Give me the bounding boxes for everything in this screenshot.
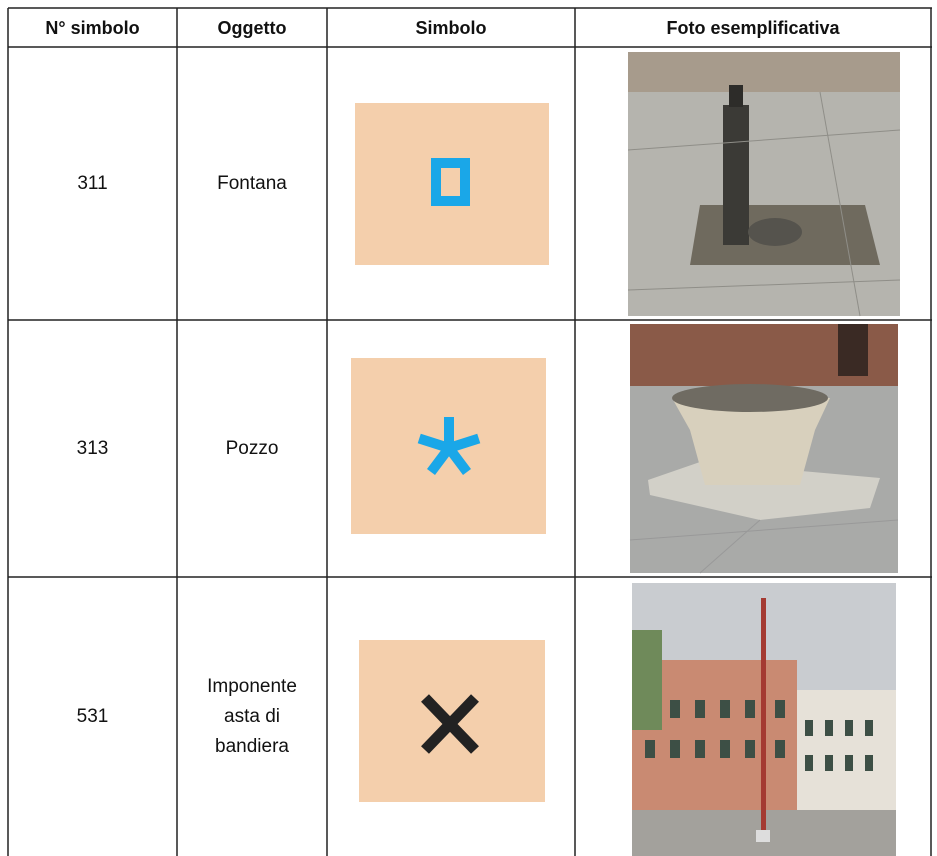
symbol-asta xyxy=(359,640,545,802)
photo-fontana xyxy=(627,52,901,317)
table-borders xyxy=(7,7,932,856)
header-cell: Oggetto xyxy=(217,17,287,38)
symbol-number: 311 xyxy=(77,172,108,194)
symbol-number: 313 xyxy=(76,437,109,459)
photo-pozzo xyxy=(629,324,899,574)
object-name: Imponente asta di bandiera xyxy=(207,675,297,757)
object-name-cell: Imponente asta di bandiera xyxy=(177,577,327,856)
symbol-fontana xyxy=(355,103,549,265)
symbol-number: 531 xyxy=(76,705,109,727)
header-cell: Simbolo xyxy=(415,17,487,38)
object-name: Pozzo xyxy=(225,437,279,459)
header-cell: Foto esemplificativa xyxy=(666,17,840,38)
object-name: Fontana xyxy=(217,172,287,194)
symbol-pozzo xyxy=(351,358,546,534)
header-cell: N° simbolo xyxy=(45,17,140,38)
photo-asta xyxy=(632,583,896,856)
